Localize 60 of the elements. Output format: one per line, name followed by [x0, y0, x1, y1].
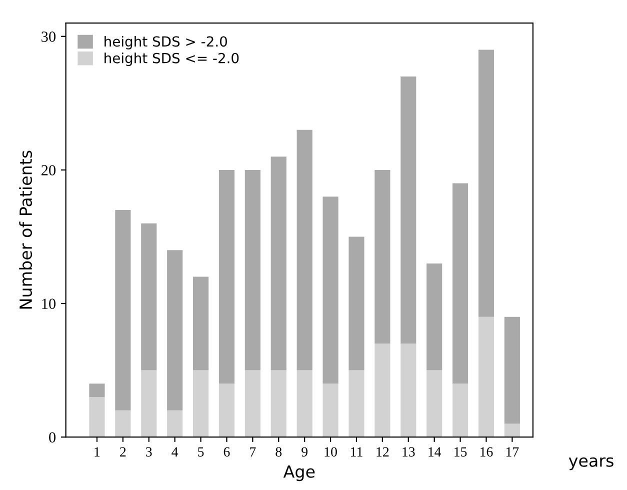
- x-tick-label: 10: [324, 447, 337, 457]
- legend-label: height SDS > -2.0: [104, 36, 227, 50]
- bar: [89, 397, 105, 438]
- bar: [426, 370, 442, 438]
- x-tick-label: 13: [402, 447, 415, 457]
- x-tick-label: 5: [198, 447, 204, 457]
- bar: [400, 76, 416, 344]
- bar: [452, 183, 468, 384]
- x-tick-label: 11: [351, 447, 362, 456]
- y-tick-label: 0: [49, 432, 56, 443]
- x-tick-label: 4: [172, 447, 178, 456]
- x-tick-label: 17: [506, 447, 519, 456]
- bar: [192, 370, 209, 438]
- bar: [400, 344, 416, 438]
- bar: [296, 370, 312, 438]
- x-tick-label: 3: [146, 447, 152, 457]
- bar: [218, 384, 235, 438]
- bar: [192, 276, 209, 370]
- y-axis-title: Number of Patients: [19, 150, 32, 309]
- x-tick-label: 2: [120, 447, 126, 456]
- bar: [167, 250, 183, 410]
- bar: [374, 170, 390, 344]
- text: years: [568, 457, 614, 470]
- bar: [244, 170, 260, 370]
- bar: [348, 370, 364, 438]
- bar: [296, 130, 312, 370]
- bar: [270, 156, 286, 370]
- bar: [348, 236, 364, 370]
- bar: [504, 316, 520, 424]
- bar: [478, 316, 494, 438]
- bar: [218, 170, 235, 384]
- bar: [141, 370, 157, 438]
- bar: [478, 50, 494, 317]
- bar: [270, 370, 286, 438]
- x-tick-label: 1: [94, 447, 100, 456]
- bar: [167, 410, 183, 438]
- x-tick-label: 9: [302, 447, 308, 457]
- bar: [426, 263, 442, 370]
- bar: [89, 384, 105, 398]
- y-tick-label: 30: [42, 32, 56, 42]
- bar: [374, 344, 390, 438]
- y-tick-label: 20: [42, 165, 56, 176]
- bar: [452, 384, 468, 438]
- x-tick-label: 14: [428, 447, 442, 456]
- x-tick-label: 7: [250, 447, 256, 456]
- y-tick-label: 10: [42, 298, 56, 309]
- x-tick-label: 15: [454, 447, 467, 457]
- bar: [115, 410, 131, 438]
- bar: [244, 370, 260, 438]
- x-tick-label: 8: [276, 447, 282, 457]
- x-axis-title: Age: [283, 465, 315, 482]
- x-tick-label: 12: [376, 447, 389, 456]
- bar: [322, 384, 338, 438]
- x-tick-label: 6: [224, 447, 230, 457]
- bar: [504, 424, 520, 438]
- bar: [322, 196, 338, 384]
- x-tick-label: 16: [480, 447, 493, 457]
- legend-label: height SDS <= -2.0: [104, 52, 239, 66]
- bar: [115, 210, 131, 410]
- bar: [141, 223, 157, 370]
